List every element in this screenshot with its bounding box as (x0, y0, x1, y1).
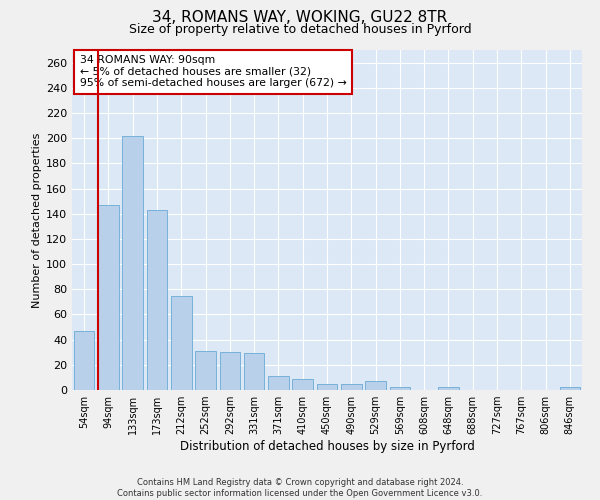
Bar (195, 351, 216, 390)
Bar (389, 388, 410, 390)
Text: Contains HM Land Registry data © Crown copyright and database right 2024.
Contai: Contains HM Land Registry data © Crown c… (118, 478, 482, 498)
Text: Size of property relative to detached houses in Pyrford: Size of property relative to detached ho… (128, 22, 472, 36)
Bar (365, 381, 386, 390)
Bar (98, 205, 119, 390)
Text: 34 ROMANS WAY: 90sqm
← 5% of detached houses are smaller (32)
95% of semi-detach: 34 ROMANS WAY: 90sqm ← 5% of detached ho… (80, 55, 346, 88)
Bar (438, 388, 459, 390)
Y-axis label: Number of detached properties: Number of detached properties (32, 132, 42, 308)
Bar (122, 136, 143, 390)
Bar (268, 376, 289, 390)
X-axis label: Distribution of detached houses by size in Pyrford: Distribution of detached houses by size … (179, 440, 475, 453)
Bar (146, 210, 167, 390)
Bar (560, 388, 580, 390)
Bar (220, 352, 240, 390)
Bar (171, 296, 191, 390)
Bar (74, 331, 94, 390)
Bar (292, 378, 313, 390)
Bar (341, 384, 362, 390)
Bar (244, 354, 265, 390)
Text: 34, ROMANS WAY, WOKING, GU22 8TR: 34, ROMANS WAY, WOKING, GU22 8TR (152, 10, 448, 25)
Bar (317, 384, 337, 390)
